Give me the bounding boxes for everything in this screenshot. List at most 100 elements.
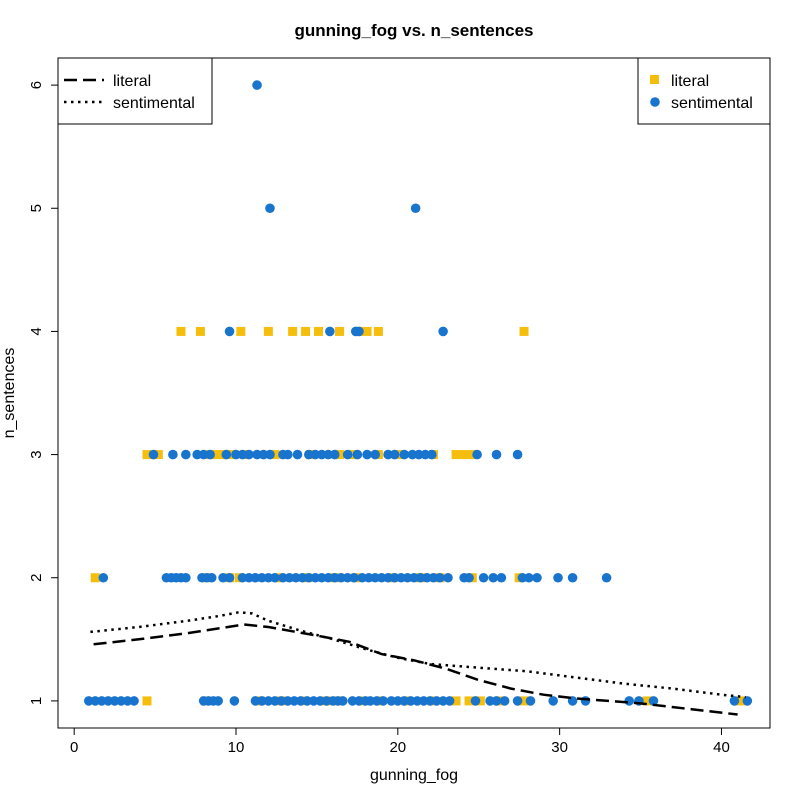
point-sentimental [168, 449, 178, 460]
point-sentimental [181, 572, 191, 583]
point-sentimental [491, 696, 502, 706]
point-sentimental [438, 326, 448, 337]
point-literal [335, 326, 345, 336]
point-sentimental [648, 696, 659, 706]
point-sentimental [98, 572, 109, 583]
point-literal [451, 696, 461, 706]
point-sentimental [352, 449, 363, 460]
point-literal [362, 326, 372, 336]
point-sentimental [370, 449, 380, 460]
legend-circle-marker-icon [650, 97, 660, 107]
point-sentimental [472, 449, 482, 460]
point-sentimental [443, 572, 453, 583]
point-sentimental [470, 696, 481, 706]
point-literal [519, 326, 529, 336]
point-sentimental [601, 572, 612, 583]
y-tick-label: 6 [28, 81, 45, 89]
point-sentimental [349, 572, 359, 583]
data-points [83, 80, 753, 706]
legend-lines-label-sentimental: sentimental [113, 95, 195, 112]
trend-line-sentimental [90, 610, 746, 699]
legend-lines: literal sentimental [57, 57, 213, 125]
point-literal [301, 326, 311, 336]
point-sentimental [532, 572, 542, 583]
x-axis-label: gunning_fog [370, 767, 458, 784]
legend-lines-box [57, 57, 213, 125]
legend-points: literal sentimental [637, 57, 771, 125]
point-literal [142, 450, 152, 460]
y-tick-label: 4 [28, 327, 45, 335]
point-sentimental [265, 203, 275, 214]
point-sentimental [229, 696, 240, 706]
point-sentimental [205, 449, 215, 460]
point-literal [736, 696, 746, 706]
point-sentimental [553, 572, 563, 583]
point-sentimental [338, 696, 348, 706]
y-tick-label: 2 [28, 574, 45, 582]
point-sentimental [378, 696, 389, 706]
point-sentimental [224, 572, 235, 583]
point-literal [142, 696, 152, 706]
point-sentimental [206, 572, 217, 583]
point-literal [314, 326, 324, 336]
x-tick-label: 40 [713, 739, 730, 756]
point-literal [394, 450, 404, 460]
point-sentimental [244, 449, 254, 460]
point-sentimental [354, 326, 364, 337]
point-sentimental [129, 696, 139, 706]
point-sentimental [444, 696, 455, 706]
point-sentimental [624, 696, 635, 706]
legend-points-box [637, 57, 771, 125]
point-literal [90, 573, 100, 583]
legend-lines-label-literal: literal [113, 73, 151, 90]
point-literal [288, 326, 298, 336]
x-tick-label: 20 [389, 739, 406, 756]
x-axis: 0 10 20 30 40 [70, 727, 730, 756]
trend-curves [90, 610, 746, 716]
point-sentimental [342, 449, 353, 460]
point-literal [464, 696, 474, 706]
point-sentimental [478, 572, 489, 583]
point-sentimental [548, 696, 558, 706]
y-axis: 1 2 3 4 5 6 [28, 81, 59, 705]
y-tick-label: 3 [28, 450, 45, 458]
point-sentimental [410, 203, 421, 214]
point-sentimental [389, 449, 400, 460]
chart-title: gunning_fog vs. n_sentences [295, 21, 534, 40]
point-sentimental [512, 449, 523, 460]
point-sentimental [435, 572, 445, 583]
point-literal [642, 696, 652, 706]
point-literal [212, 450, 222, 460]
y-tick-label: 1 [28, 697, 45, 705]
point-sentimental [224, 326, 235, 337]
point-sentimental [567, 572, 578, 583]
point-sentimental [742, 696, 753, 706]
x-tick-label: 0 [70, 739, 78, 756]
x-tick-label: 10 [228, 739, 245, 756]
point-sentimental [580, 696, 591, 706]
point-sentimental [292, 449, 303, 460]
point-sentimental [265, 449, 275, 460]
point-sentimental [399, 449, 410, 460]
point-sentimental [729, 696, 740, 706]
point-sentimental [325, 326, 335, 337]
point-sentimental [491, 449, 502, 460]
legend-points-label-literal: literal [671, 73, 709, 90]
point-literal [459, 450, 469, 460]
point-sentimental [329, 449, 340, 460]
point-sentimental [181, 449, 191, 460]
point-literal [236, 326, 246, 336]
legend-points-label-sentimental: sentimental [671, 95, 753, 112]
point-sentimental [252, 80, 262, 90]
trend-line-literal [93, 623, 738, 716]
point-literal [263, 326, 273, 336]
point-sentimental [524, 572, 534, 583]
plot-frame [57, 57, 771, 729]
point-literal [270, 450, 280, 460]
point-literal [467, 450, 477, 460]
point-literal [153, 450, 163, 460]
point-sentimental [427, 449, 437, 460]
y-axis-label: n_sentences [1, 348, 18, 439]
point-sentimental [499, 696, 510, 706]
